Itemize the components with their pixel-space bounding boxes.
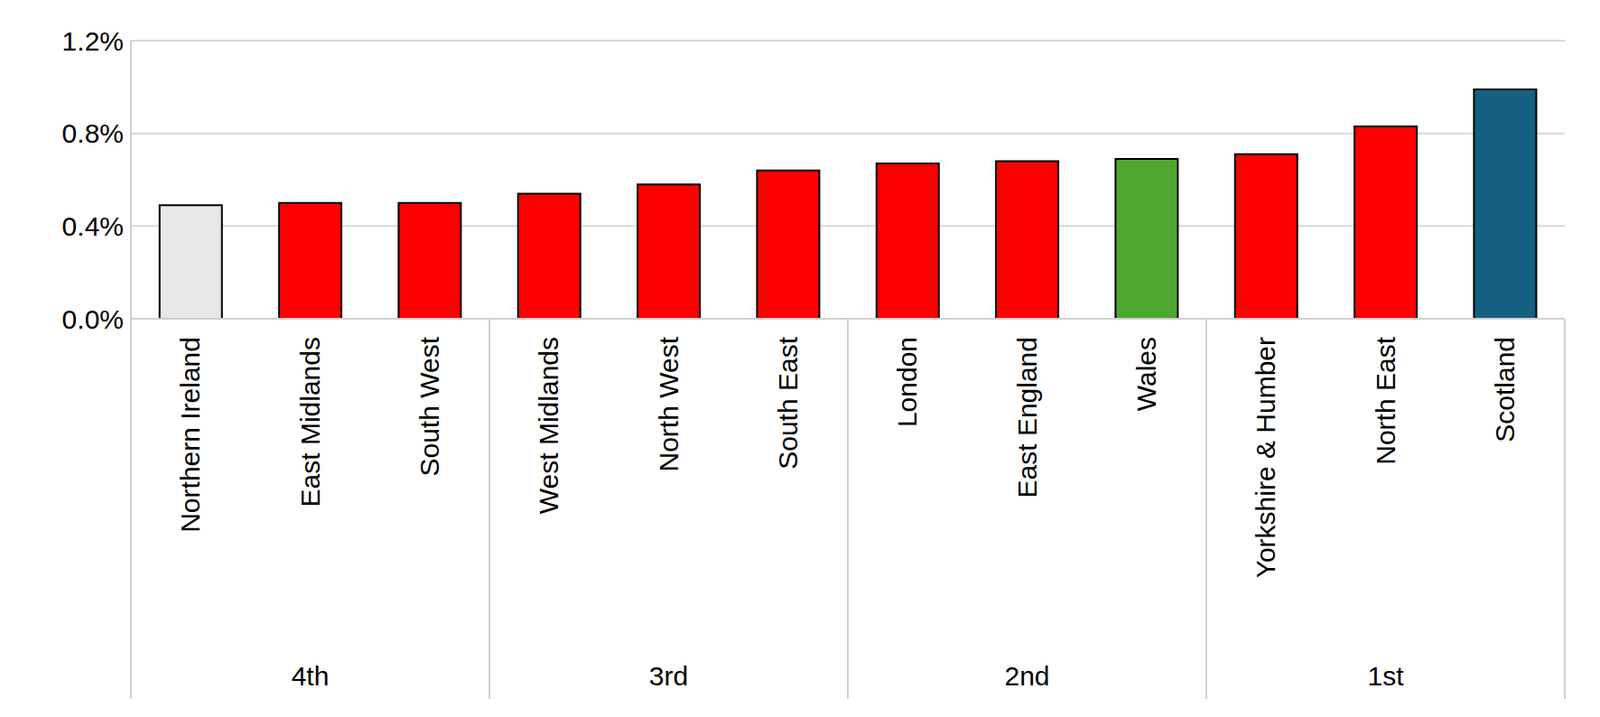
svg-text:South East: South East [772, 335, 803, 469]
svg-text:North East: North East [1370, 335, 1401, 465]
svg-text:West Midlands: West Midlands [533, 336, 564, 514]
svg-text:1.2%: 1.2% [62, 26, 124, 56]
svg-text:South West: South West [414, 335, 445, 476]
svg-text:Yorkshire & Humber: Yorkshire & Humber [1250, 336, 1281, 578]
svg-text:4th: 4th [291, 660, 330, 691]
svg-text:2nd: 2nd [1004, 660, 1050, 691]
svg-text:London: London [892, 336, 922, 428]
svg-text:0.0%: 0.0% [62, 304, 124, 335]
svg-text:Scotland: Scotland [1489, 336, 1520, 443]
svg-text:North West: North West [653, 335, 684, 472]
svg-text:1st: 1st [1367, 660, 1405, 691]
svg-text:0.8%: 0.8% [62, 118, 124, 149]
svg-text:East Midlands: East Midlands [295, 336, 326, 507]
svg-text:East England: East England [1012, 336, 1042, 498]
svg-text:Wales: Wales [1131, 336, 1162, 411]
svg-text:Northern Ireland: Northern Ireland [175, 336, 205, 533]
svg-text:0.4%: 0.4% [62, 211, 124, 242]
svg-text:3rd: 3rd [649, 660, 689, 691]
